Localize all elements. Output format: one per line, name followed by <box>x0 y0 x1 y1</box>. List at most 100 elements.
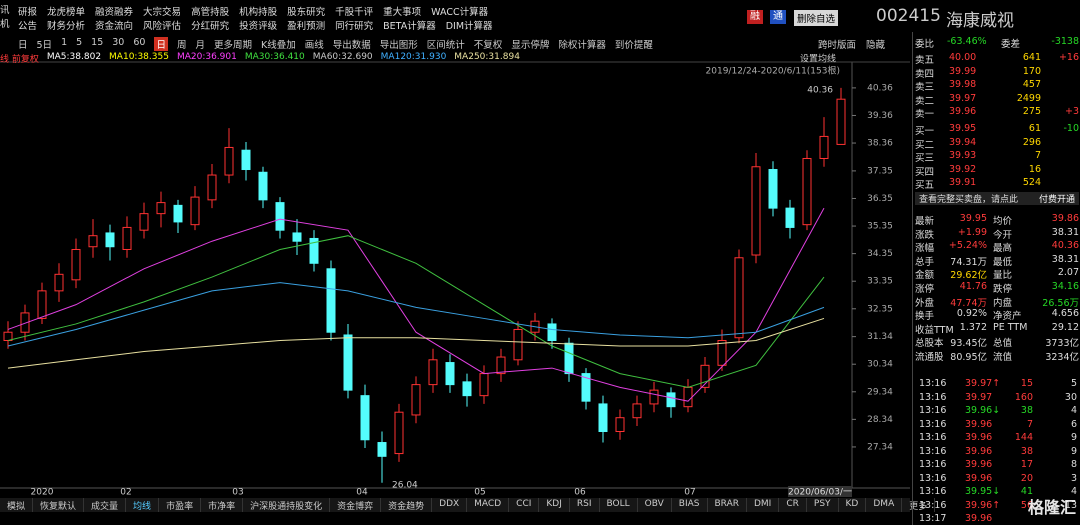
toolbar-item[interactable]: 5日 <box>36 40 53 51</box>
candle-body <box>139 213 149 231</box>
toolbar-item[interactable]: 到价提醒 <box>614 40 653 51</box>
tab[interactable]: 资金趋势 <box>381 498 433 512</box>
tab[interactable]: MACD <box>467 498 510 512</box>
toolbar-item[interactable]: 30 <box>112 37 125 48</box>
menu-item[interactable]: 高管持股 <box>191 7 230 18</box>
toolbar-item[interactable]: 导出图形 <box>379 40 418 51</box>
toolbar-item[interactable]: 60 <box>133 37 146 48</box>
toolbar-item[interactable]: 显示停牌 <box>511 40 550 51</box>
toolbar-item[interactable]: 画线 <box>304 40 324 51</box>
tab[interactable]: OBV <box>638 498 672 512</box>
tab[interactable]: CR <box>779 498 807 512</box>
volume: 17 <box>1020 459 1033 470</box>
menu-item[interactable]: 风险评估 <box>143 21 182 32</box>
toolbar-item[interactable]: 导出数据 <box>332 40 371 51</box>
tab[interactable]: 恢复默认 <box>33 498 85 512</box>
menu-item[interactable]: 资金流向 <box>95 21 134 32</box>
ma-legend-item: MA250:31.894 <box>454 52 520 62</box>
value: 3733亿 <box>1045 338 1079 350</box>
tab[interactable]: 成交量 <box>84 498 127 512</box>
y-tick-label: 27.34 <box>867 442 893 452</box>
tab[interactable]: BOLL <box>600 498 638 512</box>
toolbar-item[interactable]: 1 <box>61 37 68 48</box>
menu-item[interactable]: 机构持股 <box>239 7 278 18</box>
value: 29.62亿 <box>950 270 987 282</box>
menu-item[interactable]: 重大事项 <box>383 7 422 18</box>
tab[interactable]: DMI <box>747 498 780 512</box>
tab[interactable]: 模拟 <box>0 498 34 512</box>
menu-item[interactable]: 投资评级 <box>239 21 278 32</box>
time: 13:16 <box>919 459 947 470</box>
menu-item[interactable]: 财务分析 <box>47 21 86 32</box>
toolbar-item[interactable]: 日 <box>154 37 168 51</box>
count: 30 <box>1064 391 1077 403</box>
menu-item[interactable]: 股东研究 <box>287 7 326 18</box>
toolbar-item[interactable]: 更多周期 <box>213 40 252 51</box>
quote-row: 换手 0.92% 净资产 4.656 <box>915 308 1079 322</box>
menu-item[interactable]: 公告 <box>18 21 38 32</box>
menu-item[interactable]: 盈利预测 <box>287 21 326 32</box>
tab[interactable]: RSI <box>570 498 600 512</box>
badge[interactable]: 通 <box>770 10 786 24</box>
volume: 2499 <box>1016 92 1041 104</box>
toolbar-item[interactable]: 区间统计 <box>426 40 465 51</box>
toolbar-item[interactable]: 月 <box>195 40 205 51</box>
tab[interactable]: 市盈率 <box>159 498 202 512</box>
menu-item[interactable]: 大宗交易 <box>143 7 182 18</box>
toolbar-item[interactable]: 5 <box>76 37 83 48</box>
label: 内盘 <box>993 297 1013 309</box>
tab[interactable]: 均线 <box>126 498 160 512</box>
side-item[interactable]: 机 <box>0 19 10 30</box>
price: 39.96 <box>965 432 993 443</box>
menu-item[interactable]: WACC计算器 <box>431 7 489 18</box>
toolbar-item[interactable]: 隐藏 <box>866 40 886 51</box>
tab[interactable]: CCI <box>509 498 540 512</box>
toolbar-item[interactable]: 15 <box>91 37 104 48</box>
side-item[interactable]: 讯 <box>0 5 10 16</box>
tab[interactable]: 市净率 <box>201 498 244 512</box>
quote-row: 涨停 41.76 跌停 34.16 <box>915 281 1079 295</box>
menu-item[interactable]: 千股千评 <box>335 7 374 18</box>
tab[interactable]: BRAR <box>708 498 747 512</box>
label: 委差 <box>1001 39 1021 50</box>
label: 卖一 <box>915 109 935 120</box>
toolbar-item[interactable]: 不复权 <box>473 40 503 51</box>
remove-favorite-button[interactable]: 删除自选 <box>794 10 839 26</box>
badge[interactable]: 融 <box>747 10 763 24</box>
count: 4 <box>1070 486 1077 497</box>
menu-item[interactable]: 分红研究 <box>191 21 230 32</box>
candle-body <box>241 149 251 171</box>
time: 13:16 <box>919 432 947 443</box>
tab[interactable]: DMA <box>866 498 903 512</box>
toolbar-item[interactable]: 日 <box>18 40 28 51</box>
time: 13:17 <box>919 513 947 524</box>
price: 39.99 <box>949 65 977 77</box>
menu-item[interactable]: 同行研究 <box>335 21 374 32</box>
value: 3234亿 <box>1045 352 1079 363</box>
count: 9 <box>1070 445 1077 457</box>
label: 最低 <box>993 256 1013 268</box>
toolbar-item[interactable]: 除权计算器 <box>558 40 606 51</box>
menu-item[interactable]: 龙虎榜单 <box>47 7 86 18</box>
price: 39.98 <box>949 79 977 90</box>
tab[interactable]: 沪深股通持股变化 <box>243 498 331 512</box>
tab[interactable]: 资金博弈 <box>330 498 382 512</box>
menu-item[interactable]: 研报 <box>18 7 38 18</box>
tab[interactable]: BIAS <box>672 498 708 512</box>
menu-item[interactable]: BETA计算器 <box>383 21 436 32</box>
candle-body <box>768 169 778 209</box>
tab[interactable]: KDJ <box>539 498 570 512</box>
notice-link[interactable]: 付费开通 <box>1038 195 1075 205</box>
tab[interactable]: 更多 <box>902 498 936 512</box>
value: +5.24% <box>948 240 987 252</box>
tab[interactable]: KD <box>839 498 867 512</box>
toolbar-item[interactable]: K线叠加 <box>261 40 296 51</box>
menu-item[interactable]: 融资融券 <box>95 7 134 18</box>
quote-row: 收益TTM 1.372 PE TTM 29.12 <box>915 322 1079 336</box>
toolbar-item[interactable]: 周 <box>176 40 187 51</box>
count: 8 <box>1070 459 1077 470</box>
tab[interactable]: PSY <box>807 498 839 512</box>
tab[interactable]: DDX <box>432 498 468 512</box>
menu-item[interactable]: DIM计算器 <box>445 21 493 32</box>
toolbar-item[interactable]: 跨时版面 <box>818 40 857 51</box>
